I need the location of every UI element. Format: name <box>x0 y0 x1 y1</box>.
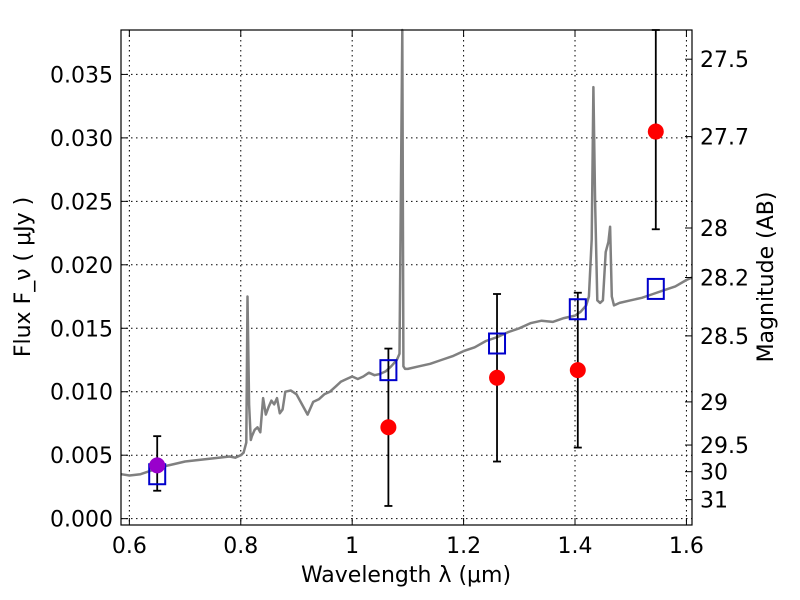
x-tick-label: 1 <box>345 534 359 559</box>
x-tick-label: 1.4 <box>558 534 593 559</box>
model-box-marker <box>568 298 587 321</box>
x-tick-label: 0.6 <box>112 534 147 559</box>
y2-tick-label: 28.2 <box>700 267 749 292</box>
x-tick-label: 1.6 <box>669 534 704 559</box>
y2-tick-label: 31 <box>700 489 728 514</box>
y-tick-label: 0.025 <box>50 190 113 215</box>
data-point <box>489 369 506 386</box>
plot-background <box>121 30 692 525</box>
y-tick-label: 0.000 <box>50 508 113 533</box>
data-point <box>647 123 664 140</box>
y-tick-label: 0.010 <box>50 381 113 406</box>
data-point <box>380 419 397 436</box>
ticks: 0.6 0.8 1 1.2 1.4 1.6 0.000 0.005 0.010 0.015 0.02… <box>50 30 749 559</box>
y-tick-label: 0.020 <box>50 254 113 279</box>
y2-tick-label: 28 <box>700 217 728 242</box>
y2-tick-label: 27.7 <box>700 126 749 151</box>
model-box-marker <box>488 332 507 355</box>
x-tick-label: 0.8 <box>223 534 258 559</box>
y-tick-label: 0.015 <box>50 317 113 342</box>
spectrum-line <box>120 28 693 477</box>
x-axis-label: Wavelength λ (μm) <box>301 563 511 588</box>
grid <box>121 30 692 525</box>
data-layer <box>120 28 693 507</box>
model-box-marker <box>379 359 398 382</box>
y2-tick-label: 30 <box>700 461 728 486</box>
x-tick-label: 1.2 <box>446 534 481 559</box>
y2-tick-label: 28.5 <box>700 325 749 350</box>
data-point <box>569 362 586 379</box>
y2-tick-label: 29.5 <box>700 434 749 459</box>
y2-tick-label: 27.5 <box>700 48 749 73</box>
y2-axis-label: Magnitude (AB) <box>754 192 779 363</box>
data-point <box>149 457 166 474</box>
y-axis-label: Flux F_ν ( μJy ) <box>11 197 36 357</box>
model-box-marker <box>646 277 665 300</box>
y-tick-label: 0.030 <box>50 127 113 152</box>
y2-tick-label: 29 <box>700 391 728 416</box>
y-tick-label: 0.005 <box>50 444 113 469</box>
y-tick-label: 0.035 <box>50 63 113 88</box>
